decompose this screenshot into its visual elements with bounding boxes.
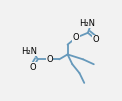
Text: O: O [46,55,53,64]
Text: H₂N: H₂N [79,19,95,28]
Text: H₂N: H₂N [21,47,37,56]
Text: O: O [93,35,99,44]
Text: O: O [30,63,36,72]
Text: O: O [73,33,79,42]
